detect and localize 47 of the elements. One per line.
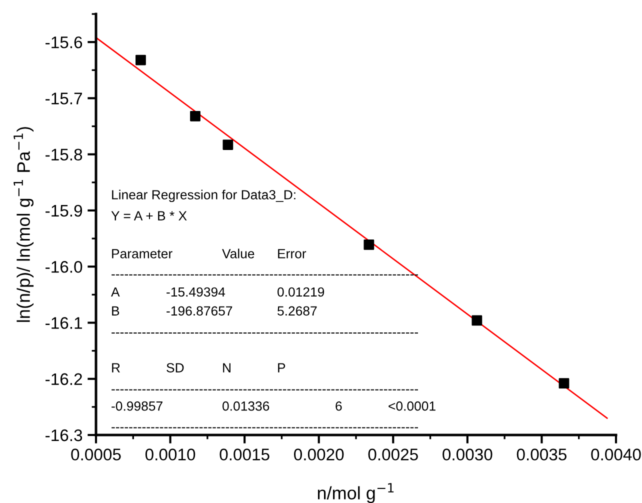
- annotation: 6: [336, 401, 342, 411]
- annotation: 0.01336: [222, 401, 270, 411]
- point: [364, 240, 374, 250]
- x-tick-label: 0.0020: [294, 448, 344, 460]
- annotation: P: [278, 363, 286, 372]
- point: [190, 110, 200, 122]
- annotation: ----------------------------------------------------------------------: [112, 332, 418, 334]
- annotation: ----------------------------------------------------------------------: [112, 274, 418, 276]
- x-axis-title: n/mol g$^{−1}$: [318, 483, 394, 503]
- annotation: 5.2687: [278, 306, 317, 316]
- annotation: ----------------------------------------------------------------------: [112, 389, 418, 390]
- annotation: R: [112, 363, 120, 372]
- x-tick-label: 0.0005: [71, 448, 121, 460]
- annotation: Value: [222, 248, 254, 258]
- annotation: ----------------------------------------------------------------------: [112, 427, 418, 428]
- annotation: -196.87657: [166, 306, 232, 316]
- annotation: Error: [278, 249, 306, 258]
- x-tick-label: 0.0025: [368, 448, 418, 460]
- annotation: B: [112, 306, 120, 316]
- y-tick-label: -16.0: [46, 261, 82, 273]
- point: [136, 54, 146, 66]
- annotation: N: [223, 363, 230, 372]
- annotation: SD: [166, 363, 184, 372]
- x-tick-label: 0.0010: [145, 448, 196, 460]
- x-tick-label: 0.0040: [591, 448, 641, 460]
- annotation: Y = A + B * X: [111, 211, 187, 220]
- y-tick-label: -15.9: [46, 204, 82, 217]
- x-tick-label: 0.0030: [442, 448, 492, 460]
- annotation: Parameter: [112, 249, 172, 258]
- annotation: -0.99857: [112, 401, 162, 411]
- y-tick-label: -15.8: [46, 148, 82, 161]
- x-tick-label: 0.0015: [220, 448, 270, 460]
- y-tick-label: -15.7: [46, 92, 82, 104]
- y-tick-label: -15.6: [46, 36, 82, 48]
- annotation: A: [111, 287, 120, 297]
- y-tick-label: -16.3: [46, 429, 82, 442]
- annotation: Linear Regression for Data3_D:: [112, 190, 296, 202]
- annotation: <0.0001: [388, 401, 436, 411]
- annotation: 0.01219: [278, 287, 324, 297]
- x-tick-label: 0.0035: [516, 448, 567, 460]
- annotation: -15.49394: [166, 287, 226, 297]
- point: [558, 378, 570, 389]
- y-axis-title: ln(n/p)/ ln(mol g$^{−1}$ Pa$^{−1}$): [14, 127, 34, 322]
- point: [472, 315, 482, 326]
- y-tick-label: -16.1: [46, 317, 82, 329]
- point: [222, 140, 234, 150]
- y-tick-label: -16.2: [46, 373, 82, 386]
